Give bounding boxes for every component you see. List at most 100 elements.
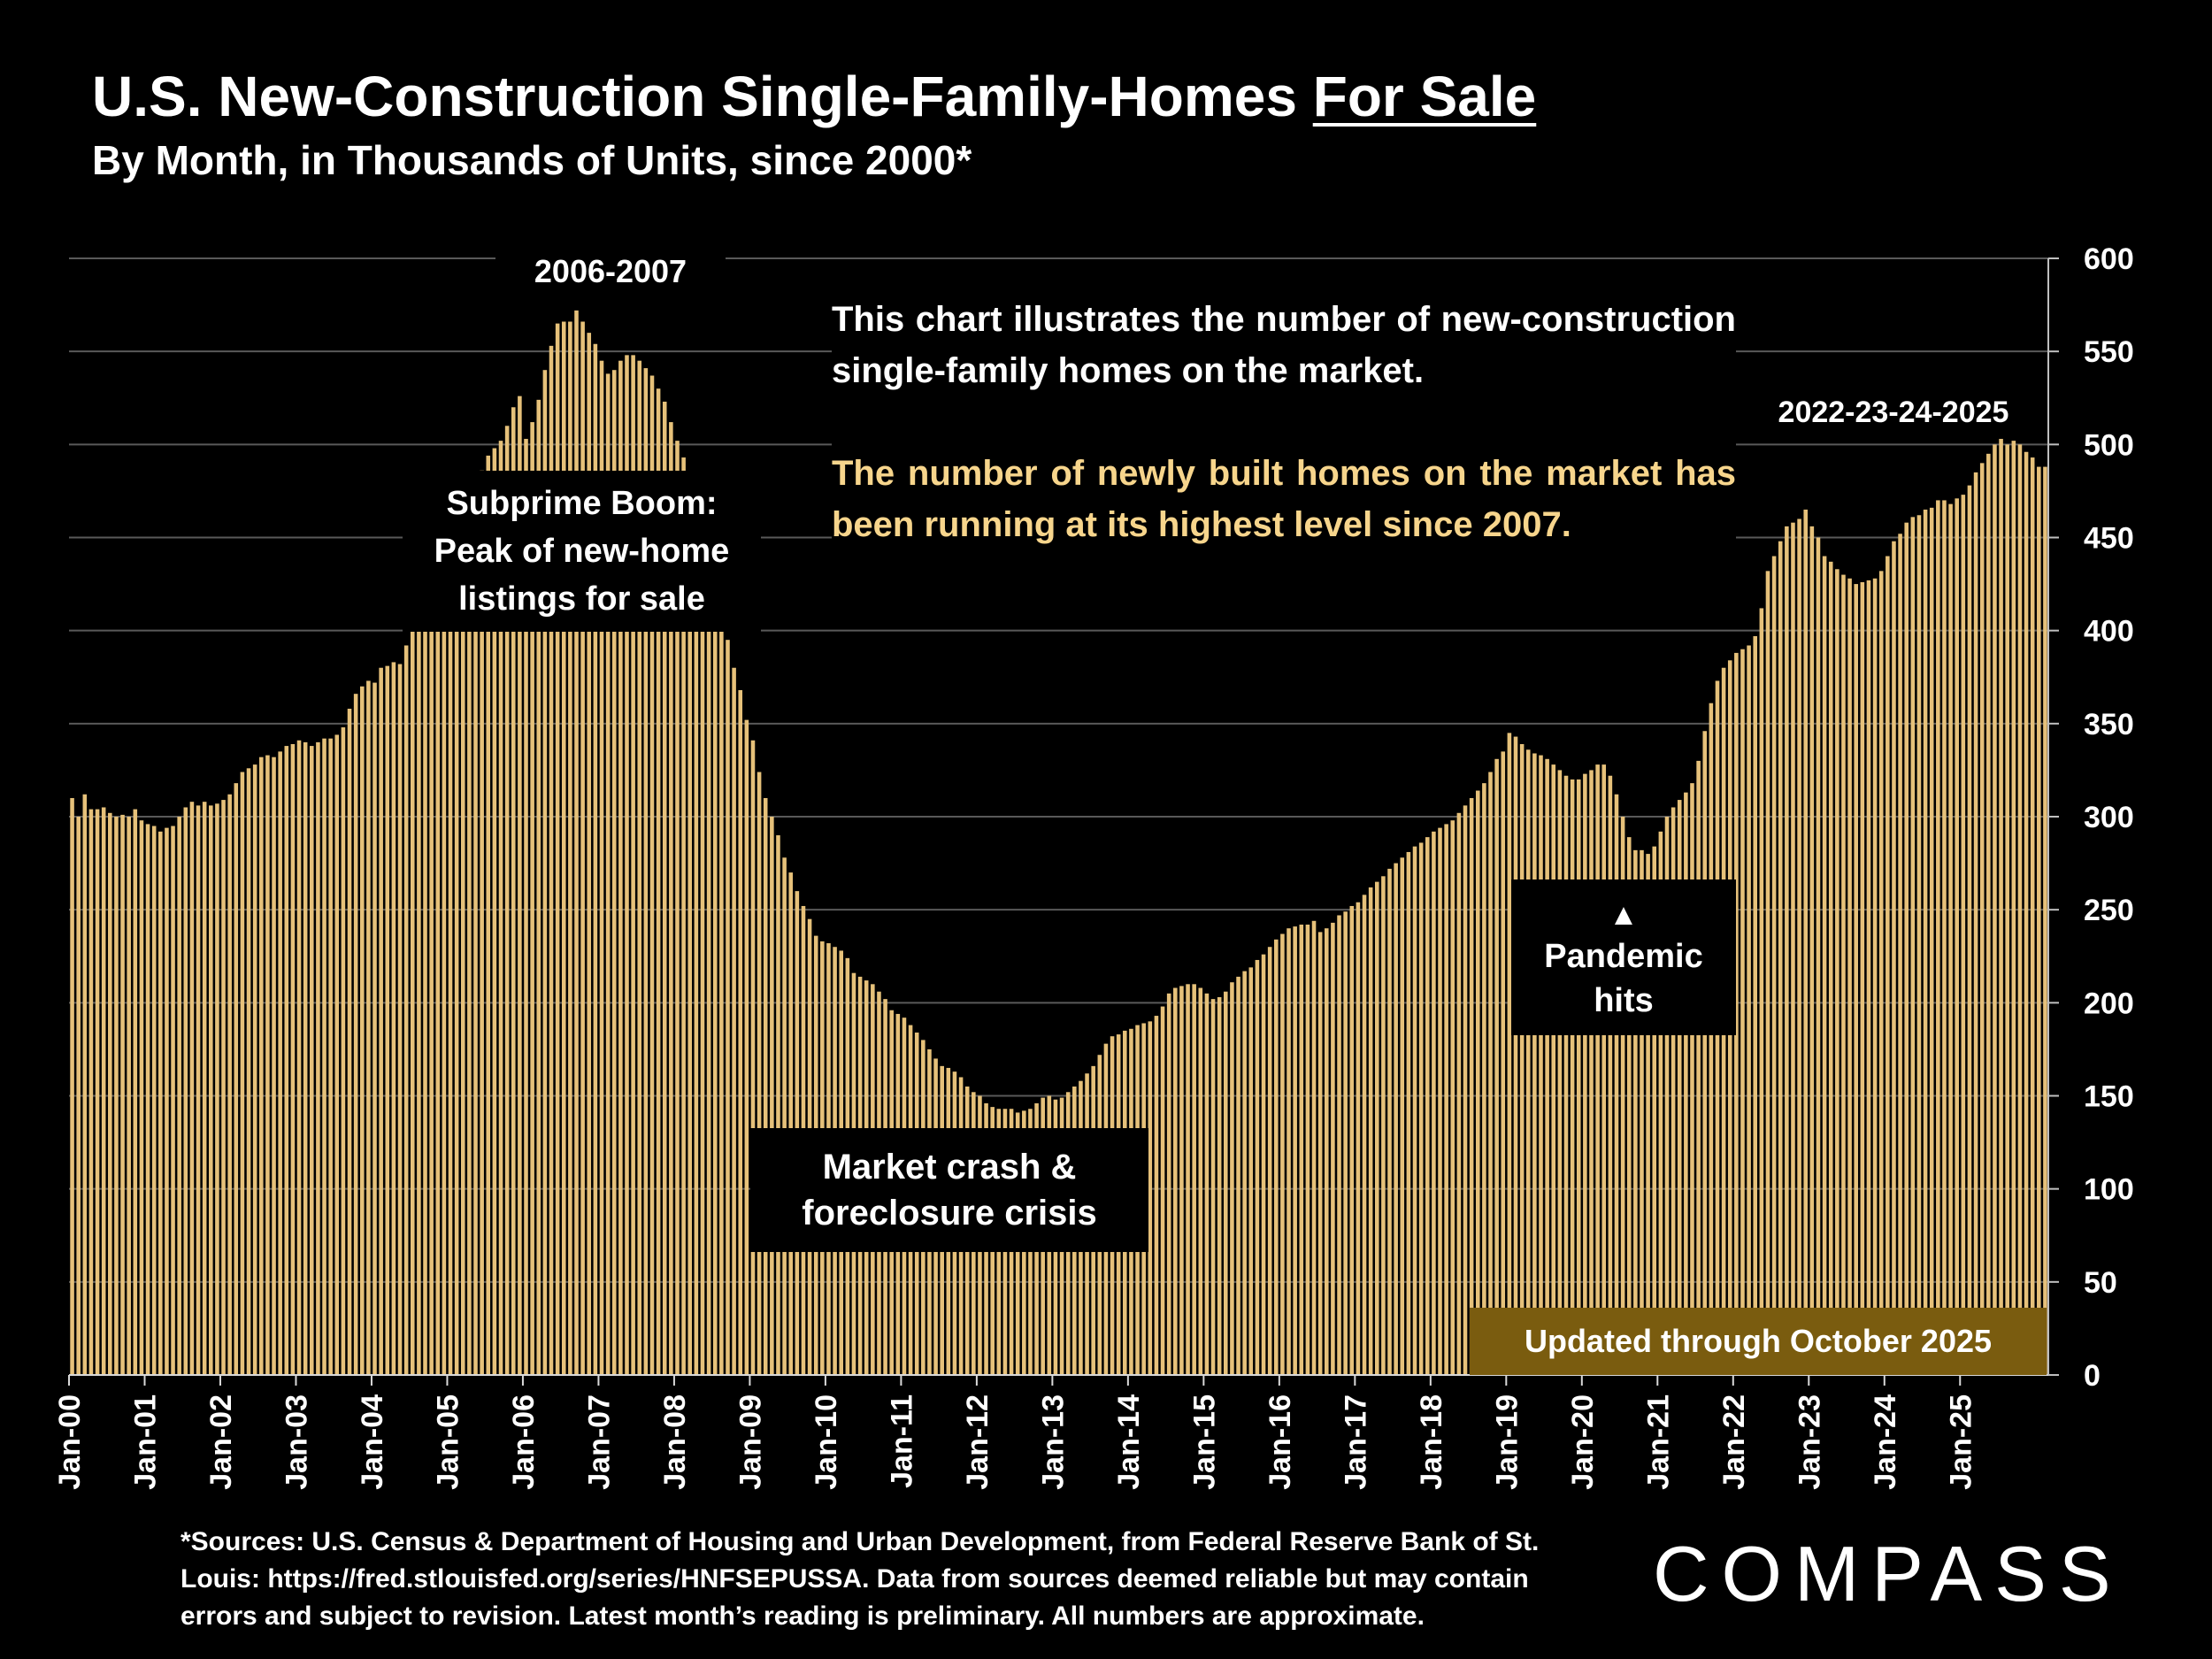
bar xyxy=(1979,463,1985,1375)
bar xyxy=(611,370,617,1376)
bar xyxy=(1709,703,1714,1375)
bar xyxy=(1217,997,1222,1375)
bar xyxy=(1525,749,1531,1375)
bar xyxy=(397,664,403,1375)
bar xyxy=(568,321,572,1375)
crash-line-2: foreclosure crisis xyxy=(802,1194,1097,1233)
bar xyxy=(492,448,497,1375)
bar xyxy=(2011,441,2016,1375)
bar xyxy=(435,571,441,1375)
y-tick-label: 100 xyxy=(2084,1173,2134,1207)
bar xyxy=(1747,645,1751,1375)
y-tick-label: 150 xyxy=(2084,1080,2134,1114)
x-tick-label: Jan-17 xyxy=(1339,1394,1372,1490)
subprime-annotation: Subprime Boom: Peak of new-home listings… xyxy=(403,471,761,632)
bar xyxy=(587,333,592,1375)
bar xyxy=(417,611,421,1375)
bar xyxy=(1488,772,1493,1375)
bar xyxy=(700,547,705,1375)
bar xyxy=(1923,509,1928,1375)
x-tick-label: Jan-01 xyxy=(128,1394,162,1490)
bar xyxy=(1904,522,1909,1375)
bar xyxy=(637,360,642,1376)
bar xyxy=(133,809,138,1375)
bar xyxy=(1463,805,1468,1375)
y-tick-label: 300 xyxy=(2084,801,2134,834)
bar xyxy=(1242,971,1247,1375)
bar xyxy=(265,755,270,1375)
bar xyxy=(183,807,188,1375)
x-tick-label: Jan-19 xyxy=(1490,1394,1524,1490)
bar xyxy=(1803,509,1808,1375)
bar xyxy=(1418,842,1424,1375)
bar xyxy=(1835,569,1839,1375)
bar xyxy=(763,797,768,1375)
bar xyxy=(196,805,201,1375)
bar xyxy=(1860,581,1865,1375)
bar xyxy=(2024,451,2029,1375)
y-tick-label: 200 xyxy=(2084,987,2134,1020)
bar xyxy=(165,827,169,1375)
x-tick-label: Jan-25 xyxy=(1944,1394,1978,1490)
bar xyxy=(1305,924,1310,1375)
bar xyxy=(631,355,635,1375)
bar xyxy=(101,807,106,1375)
bar xyxy=(158,831,163,1375)
x-tick-label: Jan-13 xyxy=(1036,1394,1070,1490)
bar xyxy=(712,596,718,1375)
chart-subtitle: By Month, in Thousands of Units, since 2… xyxy=(92,137,972,183)
sources-footnote: *Sources: U.S. Census & Department of Ho… xyxy=(180,1527,1540,1631)
bar xyxy=(366,680,371,1375)
y-tick-label: 600 xyxy=(2084,242,2134,276)
bar xyxy=(1204,993,1210,1375)
bar xyxy=(391,662,396,1375)
bar xyxy=(177,817,181,1375)
peak-year-label: 2006-2007 xyxy=(495,250,726,294)
bar xyxy=(1475,790,1480,1375)
crash-line-1: Market crash & xyxy=(822,1148,1077,1187)
bar xyxy=(227,794,232,1375)
bar xyxy=(1583,773,1587,1375)
bar xyxy=(1293,926,1297,1375)
x-axis-ticks: Jan-00 Jan-01 Jan-02 Jan-03 Jan-04 Jan-05 Jan-… xyxy=(53,1375,1978,1490)
bar xyxy=(347,709,352,1375)
bar xyxy=(1432,831,1436,1375)
bar xyxy=(555,323,560,1375)
bar xyxy=(706,574,711,1375)
bar xyxy=(1916,515,1922,1375)
bar xyxy=(1759,608,1764,1375)
bar xyxy=(1374,881,1379,1375)
bar xyxy=(95,809,100,1375)
bar xyxy=(518,396,522,1375)
bar xyxy=(1349,905,1355,1375)
bar xyxy=(480,470,484,1375)
x-tick-label: Jan-21 xyxy=(1641,1394,1675,1490)
bar xyxy=(1936,500,1940,1375)
bar xyxy=(1797,518,1801,1375)
bar xyxy=(82,794,88,1375)
bar xyxy=(549,345,554,1375)
bar xyxy=(599,360,604,1376)
bar xyxy=(1224,991,1228,1375)
bar xyxy=(2017,444,2023,1376)
x-tick-label: Jan-24 xyxy=(1869,1394,1902,1490)
bar xyxy=(127,817,131,1375)
bar xyxy=(1614,794,1619,1375)
description-paragraph-1: This chart illustrates the number of new… xyxy=(832,300,1736,390)
bar xyxy=(1311,920,1317,1375)
bar xyxy=(656,388,661,1376)
bar xyxy=(310,746,314,1375)
bar xyxy=(1368,887,1373,1375)
bar xyxy=(1154,1016,1159,1375)
y-tick-label: 250 xyxy=(2084,894,2134,927)
bar xyxy=(1847,578,1852,1375)
chart-title: U.S. New-Construction Single-Family-Home… xyxy=(92,64,1536,129)
x-tick-label: Jan-15 xyxy=(1187,1394,1221,1490)
bar xyxy=(1394,863,1398,1375)
bar xyxy=(454,526,459,1375)
bar xyxy=(782,857,787,1375)
bar xyxy=(1898,534,1902,1375)
bar xyxy=(1545,758,1549,1375)
bar xyxy=(498,441,503,1375)
